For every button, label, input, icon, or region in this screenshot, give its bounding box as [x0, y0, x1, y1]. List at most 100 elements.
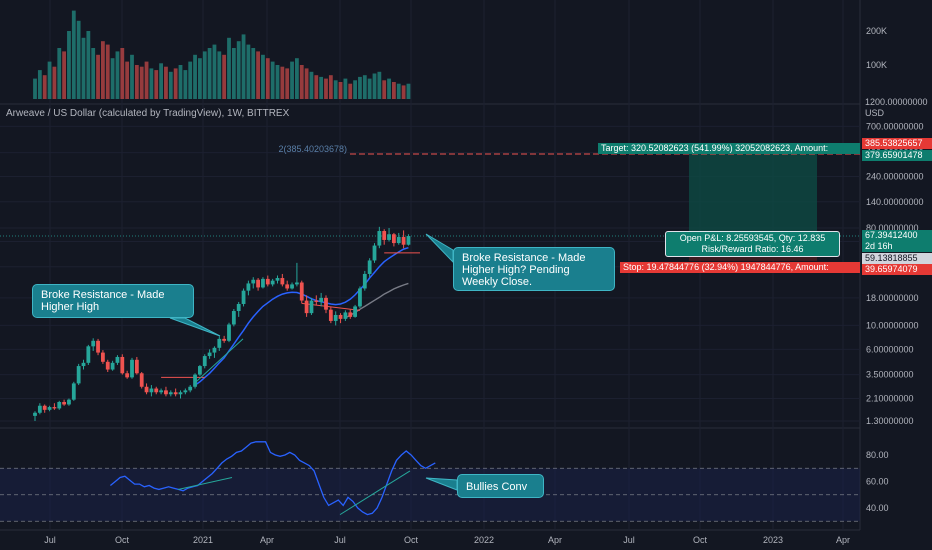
x-tick-label: Oct	[115, 535, 130, 545]
volume-bar	[115, 51, 120, 99]
y-tick-label: 10.00000000	[866, 320, 919, 330]
volume-bar	[227, 37, 231, 99]
candle-body	[217, 338, 222, 348]
candle-body	[47, 407, 52, 410]
candle-body	[275, 278, 280, 281]
volume-bar	[372, 73, 377, 99]
candle-body	[246, 283, 251, 291]
target-label[interactable]: Target: 320.52082623 (541.99%) 320520826…	[598, 143, 860, 154]
candle-body	[42, 405, 47, 410]
stop-label[interactable]: Stop: 19.47844776 (32.94%) 1947844776, A…	[620, 262, 860, 273]
volume-bar	[295, 58, 299, 99]
volume-bar	[120, 48, 125, 99]
volume-bar	[37, 70, 42, 99]
volume-bar	[319, 76, 324, 99]
volume-bar	[178, 65, 183, 99]
volume-bar	[275, 65, 280, 99]
support-line	[195, 338, 244, 383]
candle-body	[96, 340, 100, 353]
candle-body	[348, 312, 353, 317]
x-tick-label: 2022	[474, 535, 494, 545]
volume-bar	[362, 75, 367, 99]
candle-body	[372, 245, 377, 261]
candle-body	[125, 373, 130, 378]
volume-bar	[256, 51, 260, 99]
volume-bar	[377, 71, 382, 99]
x-tick-label: Apr	[548, 535, 562, 545]
y-tick-label: 18.00000000	[866, 293, 919, 303]
x-tick-label: Oct	[693, 535, 708, 545]
volume-bar	[333, 80, 338, 99]
volume-bar	[280, 66, 285, 99]
candle-body	[212, 347, 217, 353]
y-tick-label: 80.00000000	[866, 223, 919, 233]
candle-body	[343, 312, 348, 319]
volume-bar	[67, 31, 71, 99]
volume-bar	[96, 54, 100, 99]
candle-body	[159, 390, 163, 393]
candle-body	[231, 311, 236, 325]
volume-bar	[406, 83, 411, 99]
volume-bar	[396, 83, 401, 99]
volume-bar	[139, 66, 144, 99]
candle-body	[62, 402, 66, 405]
volume-bar	[367, 78, 372, 99]
candle-body	[241, 290, 246, 304]
volume-bar	[328, 75, 333, 99]
volume-bar	[236, 41, 241, 99]
y-tick-label: 140.00000000	[866, 197, 924, 207]
volume-bar	[110, 58, 115, 99]
candle-body	[319, 297, 324, 302]
current-price-label: 67.39412400	[862, 230, 932, 241]
callout-pointer	[425, 233, 454, 264]
volume-bar	[338, 82, 343, 99]
candle-body	[377, 231, 382, 246]
volume-bar	[52, 66, 57, 99]
y-tick-label: 2.10000000	[866, 394, 914, 404]
volume-bar	[348, 83, 353, 99]
candle-body	[202, 356, 207, 367]
volume-bar	[149, 68, 154, 99]
volume-bar	[212, 44, 217, 99]
volume-bar	[76, 20, 81, 99]
candle-body	[183, 390, 188, 393]
volume-bar	[42, 75, 47, 99]
annotation-broke-resistance[interactable]: Broke Resistance - Made Higher High	[32, 284, 194, 318]
candle-body	[328, 309, 333, 321]
candle-body	[91, 340, 96, 347]
volume-bar	[401, 85, 406, 99]
candle-body	[188, 386, 193, 391]
candle-body	[105, 361, 110, 370]
volume-bar	[154, 70, 159, 99]
candle-body	[164, 390, 168, 395]
volume-bar	[387, 78, 391, 99]
candle-body	[299, 282, 304, 301]
candle-body	[115, 356, 120, 363]
volume-bar	[314, 75, 319, 99]
volume-bar	[193, 54, 197, 99]
fast-moving-average	[194, 246, 409, 386]
chart-title: Arweave / US Dollar (calculated by Tradi…	[6, 108, 290, 119]
volume-bar	[207, 48, 212, 99]
candle-body	[358, 288, 362, 307]
callout-pointer	[169, 317, 221, 337]
volume-bar	[270, 61, 275, 99]
candle-body	[81, 362, 86, 367]
candle-body	[362, 273, 367, 289]
candle-body	[290, 284, 294, 289]
rsi-tick-label: 80.00	[866, 450, 889, 460]
candle-body	[76, 366, 81, 384]
x-tick-label: Apr	[836, 535, 850, 545]
candle-body	[120, 356, 125, 374]
volume-bar	[164, 66, 168, 99]
candle-body	[251, 279, 256, 284]
candle-body	[57, 402, 62, 409]
annotation-bullies-conv[interactable]: Bullies Conv	[457, 474, 544, 498]
volume-bar	[71, 10, 76, 100]
rsi-line	[109, 441, 436, 516]
candle-body	[139, 373, 144, 387]
open-pnl-box[interactable]: Open P&L: 8.25593545, Qty: 12.835 Risk/R…	[665, 231, 840, 257]
candle-body	[392, 234, 396, 244]
stop-price-label: 39.65974079	[862, 264, 932, 275]
annotation-pending-weekly-close[interactable]: Broke Resistance - Made Higher High? Pen…	[453, 247, 615, 291]
